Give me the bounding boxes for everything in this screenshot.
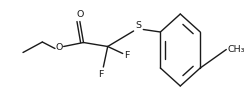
Text: F: F	[98, 70, 103, 79]
Text: F: F	[124, 52, 130, 60]
Text: CH₃: CH₃	[227, 45, 245, 54]
Text: S: S	[135, 21, 141, 30]
Text: O: O	[76, 10, 84, 19]
Text: O: O	[56, 43, 63, 52]
